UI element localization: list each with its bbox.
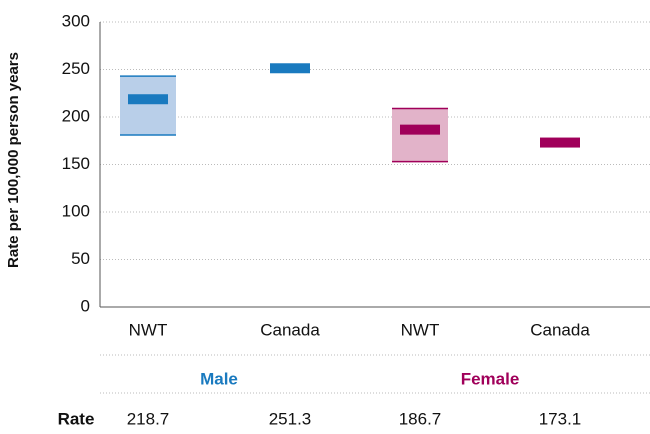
rate-value: 218.7 (127, 409, 170, 428)
rate-value: 186.7 (399, 409, 442, 428)
group-label: Female (461, 369, 520, 388)
rate-marker (128, 94, 168, 105)
y-tick-label: 150 (62, 154, 90, 173)
rate-value: 173.1 (539, 409, 582, 428)
ci-band (392, 108, 448, 162)
x-tick-label: NWT (401, 320, 440, 339)
rate-value: 251.3 (269, 409, 312, 428)
rate-marker (540, 137, 580, 148)
y-tick-label: 300 (62, 11, 90, 30)
y-tick-label: 50 (71, 249, 90, 268)
x-tick-label: Canada (260, 320, 320, 339)
y-tick-label: 0 (81, 296, 90, 315)
rate-marker (400, 124, 440, 135)
y-tick-label: 250 (62, 59, 90, 78)
y-tick-label: 100 (62, 201, 90, 220)
group-label: Male (200, 369, 238, 388)
x-tick-label: NWT (129, 320, 168, 339)
y-axis-label: Rate per 100,000 person years (5, 52, 22, 268)
x-tick-label: Canada (530, 320, 590, 339)
table-row-label: Rate (58, 409, 95, 428)
ci-band (120, 76, 176, 136)
y-tick-label: 200 (62, 106, 90, 125)
rate-marker (270, 63, 310, 74)
